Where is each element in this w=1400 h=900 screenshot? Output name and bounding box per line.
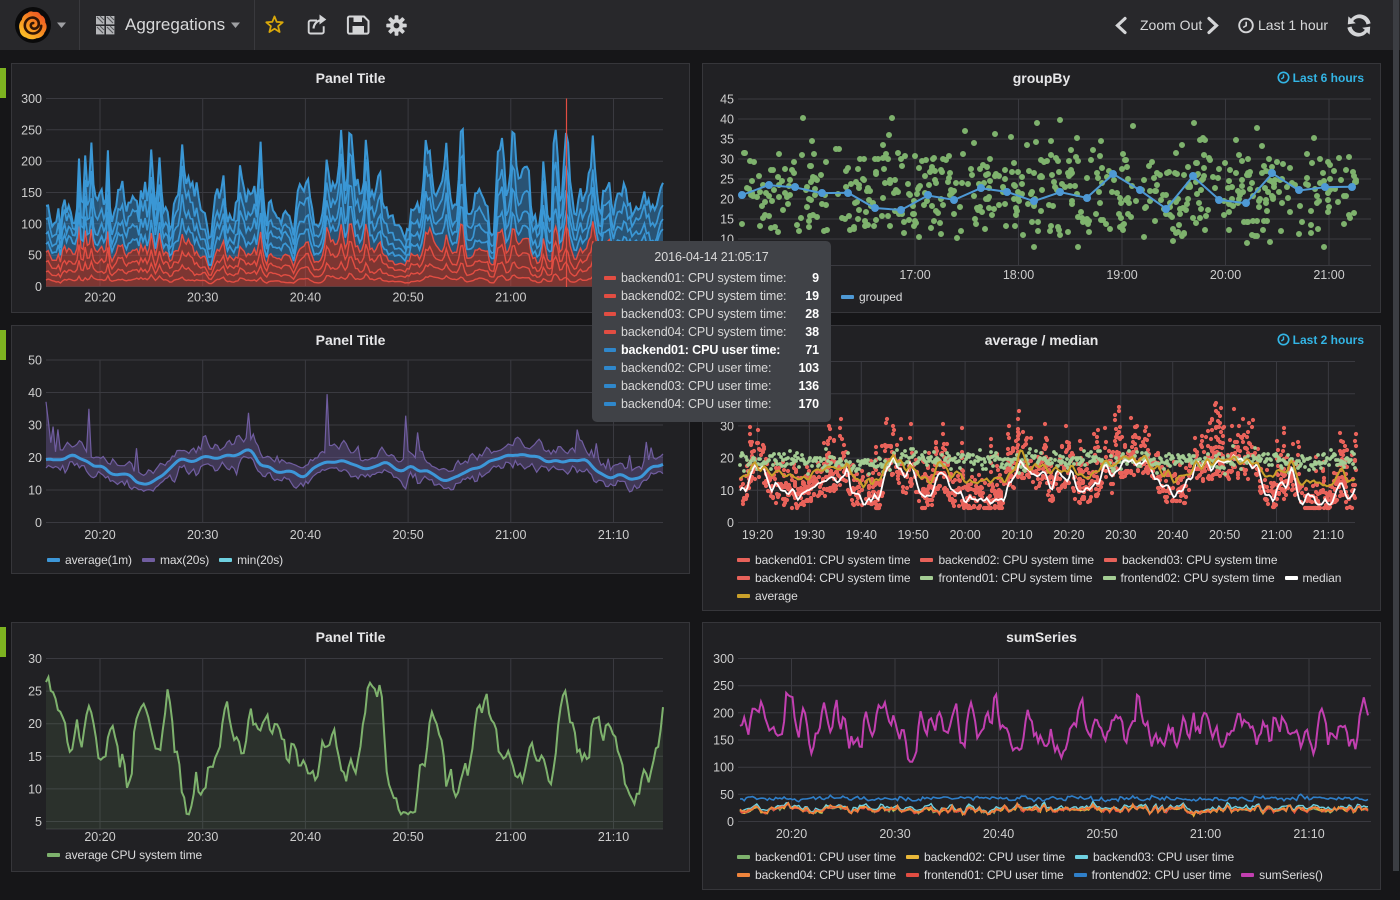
svg-text:19:50: 19:50 (898, 528, 929, 542)
svg-text:20:20: 20:20 (84, 528, 115, 542)
svg-text:100: 100 (21, 217, 42, 231)
svg-text:20:00: 20:00 (949, 528, 980, 542)
svg-text:19:20: 19:20 (742, 528, 773, 542)
svg-text:15: 15 (28, 750, 42, 764)
svg-text:21:00: 21:00 (1190, 827, 1221, 841)
svg-text:18:00: 18:00 (1003, 268, 1034, 282)
svg-text:100: 100 (713, 761, 734, 775)
svg-text:30: 30 (28, 419, 42, 433)
svg-text:20:00: 20:00 (1210, 268, 1241, 282)
svg-text:20:50: 20:50 (392, 291, 423, 305)
svg-text:20: 20 (720, 193, 734, 207)
svg-text:21:00: 21:00 (1261, 528, 1292, 542)
svg-text:50: 50 (28, 249, 42, 263)
svg-text:20:50: 20:50 (392, 528, 423, 542)
svg-text:20:20: 20:20 (1053, 528, 1084, 542)
svg-text:200: 200 (21, 155, 42, 169)
svg-text:21:00: 21:00 (495, 291, 526, 305)
svg-text:21:10: 21:10 (598, 830, 629, 844)
svg-text:50: 50 (28, 354, 42, 368)
svg-text:20:40: 20:40 (1157, 528, 1188, 542)
svg-text:17:00: 17:00 (899, 268, 930, 282)
svg-text:30: 30 (720, 153, 734, 167)
svg-text:15: 15 (720, 213, 734, 227)
svg-text:20: 20 (720, 452, 734, 466)
svg-text:20:30: 20:30 (187, 291, 218, 305)
svg-text:21:00: 21:00 (1313, 268, 1344, 282)
svg-text:25: 25 (28, 685, 42, 699)
svg-text:250: 250 (713, 679, 734, 693)
svg-text:40: 40 (28, 386, 42, 400)
svg-text:50: 50 (720, 788, 734, 802)
svg-text:19:30: 19:30 (794, 528, 825, 542)
svg-text:20:40: 20:40 (983, 827, 1014, 841)
svg-text:19:40: 19:40 (846, 528, 877, 542)
svg-text:20: 20 (28, 717, 42, 731)
svg-text:19:00: 19:00 (1106, 268, 1137, 282)
svg-text:10: 10 (720, 484, 734, 498)
svg-text:20:20: 20:20 (776, 827, 807, 841)
svg-text:20: 20 (28, 451, 42, 465)
svg-text:20:40: 20:40 (290, 528, 321, 542)
svg-text:25: 25 (720, 173, 734, 187)
svg-text:20:20: 20:20 (84, 830, 115, 844)
svg-text:45: 45 (720, 93, 734, 107)
svg-text:21:10: 21:10 (1313, 528, 1344, 542)
svg-text:150: 150 (713, 734, 734, 748)
svg-text:20:40: 20:40 (290, 291, 321, 305)
svg-text:300: 300 (713, 652, 734, 666)
svg-text:20:40: 20:40 (290, 830, 321, 844)
svg-text:40: 40 (720, 113, 734, 127)
svg-text:30: 30 (720, 419, 734, 433)
svg-text:0: 0 (727, 815, 734, 829)
svg-text:20:10: 20:10 (1001, 528, 1032, 542)
svg-text:150: 150 (21, 186, 42, 200)
svg-text:250: 250 (21, 123, 42, 137)
svg-text:5: 5 (35, 815, 42, 829)
svg-text:20:30: 20:30 (187, 528, 218, 542)
svg-text:0: 0 (35, 280, 42, 294)
svg-text:20:50: 20:50 (1086, 827, 1117, 841)
svg-text:20:30: 20:30 (187, 830, 218, 844)
svg-text:10: 10 (28, 782, 42, 796)
svg-text:35: 35 (720, 133, 734, 147)
svg-text:20:30: 20:30 (1105, 528, 1136, 542)
svg-text:21:00: 21:00 (495, 528, 526, 542)
svg-text:300: 300 (21, 92, 42, 106)
svg-text:20:20: 20:20 (84, 291, 115, 305)
svg-text:30: 30 (28, 652, 42, 666)
svg-text:20:30: 20:30 (879, 827, 910, 841)
svg-text:0: 0 (35, 516, 42, 530)
svg-text:20:50: 20:50 (1209, 528, 1240, 542)
svg-text:21:10: 21:10 (598, 528, 629, 542)
svg-text:0: 0 (727, 516, 734, 530)
svg-text:21:00: 21:00 (495, 830, 526, 844)
svg-text:21:10: 21:10 (1293, 827, 1324, 841)
svg-text:200: 200 (713, 706, 734, 720)
svg-text:20:50: 20:50 (392, 830, 423, 844)
svg-text:10: 10 (28, 484, 42, 498)
